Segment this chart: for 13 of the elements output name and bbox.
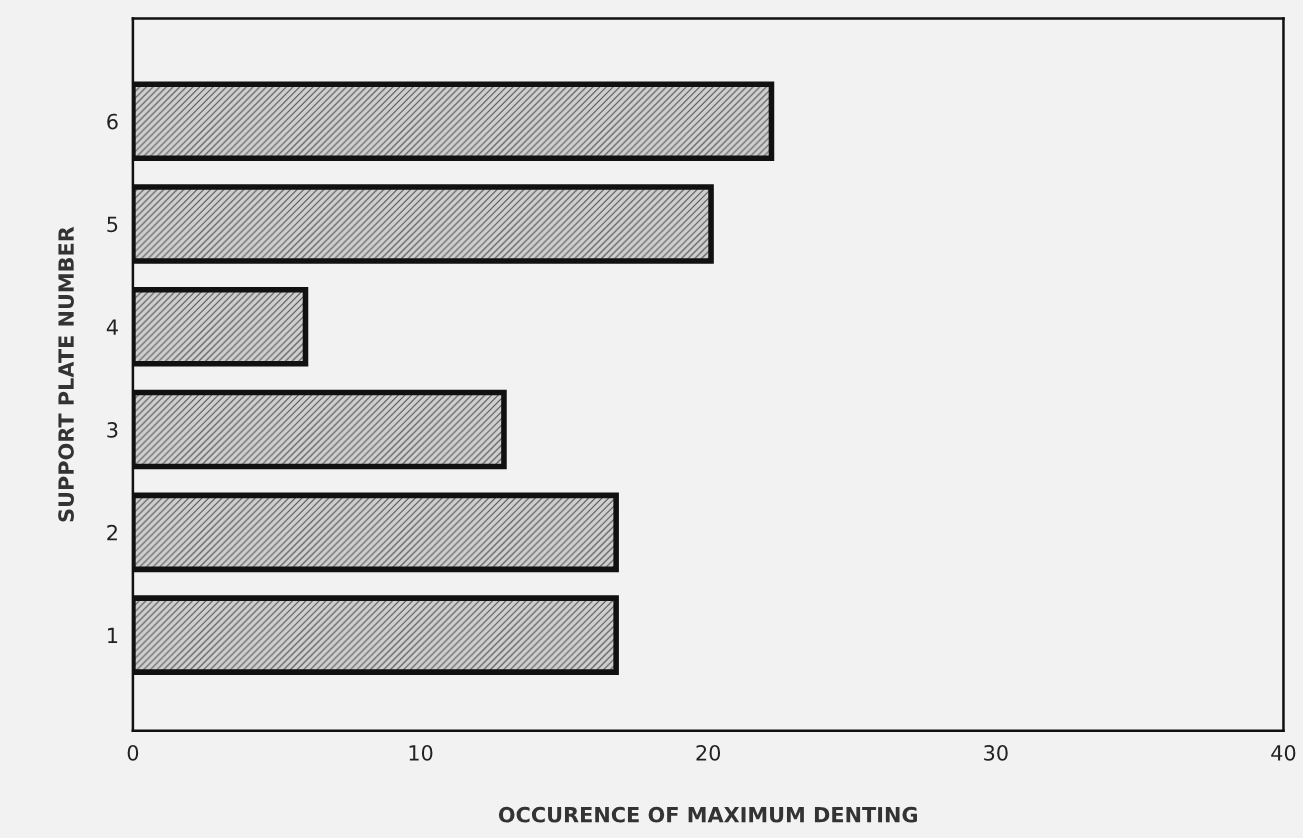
y-tick-label: 4 <box>106 319 118 335</box>
x-tick-label: 10 <box>409 744 433 761</box>
y-tick-label: 1 <box>108 627 118 644</box>
x-tick-label: 40 <box>1271 744 1296 761</box>
y-axis-title: SUPPORT PLATE NUMBER <box>58 226 74 522</box>
y-tick-label: 2 <box>107 524 117 541</box>
y-tick-label: 6 <box>107 113 118 130</box>
y-tick-label: 3 <box>107 422 118 438</box>
x-tick-label: 20 <box>696 744 721 761</box>
y-tick-label: 5 <box>107 216 118 233</box>
x-tick-label: 30 <box>984 744 1008 761</box>
x-tick-label: 0 <box>127 744 139 761</box>
x-axis-title: OCCURENCE OF MAXIMUM DENTING <box>498 806 917 823</box>
